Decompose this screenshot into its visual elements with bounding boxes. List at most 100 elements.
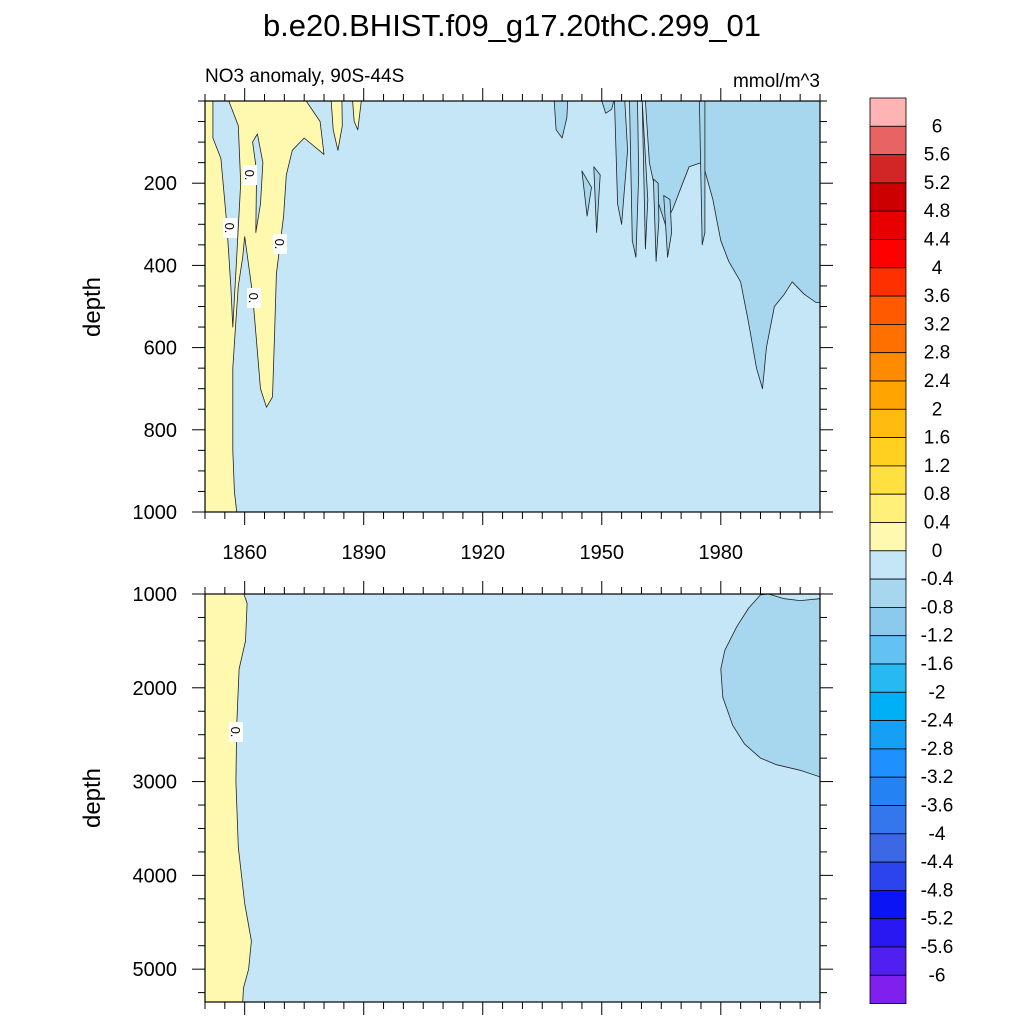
y-tick-label: 800 [144, 420, 177, 442]
y-tick-label: 1000 [133, 502, 178, 524]
colorbar-box [869, 408, 907, 438]
colorbar-box [869, 465, 907, 495]
y-tick-label: 2000 [133, 678, 178, 700]
colorbar-box [869, 125, 907, 156]
colorbar-label: -1.6 [921, 654, 954, 675]
lower-y-axis-label: depth [79, 768, 106, 828]
colorbar-label: -4.4 [921, 852, 954, 873]
colorbar-label: -1.2 [921, 626, 954, 647]
colorbar-label: -2 [929, 682, 946, 703]
svg-text:0.: 0. [242, 170, 257, 181]
colorbar-label: 2.4 [924, 371, 951, 392]
colorbar-label: 0.8 [924, 484, 950, 505]
colorbar-label: 4.4 [924, 230, 951, 251]
contour-label: 0. [272, 234, 287, 254]
svg-text:0.: 0. [228, 727, 243, 738]
y-tick-label: 200 [144, 173, 177, 195]
colorbar-box [869, 380, 907, 410]
colorbar-box [869, 691, 907, 721]
contour-label: 0. [246, 288, 261, 308]
contour-region-14 [653, 178, 660, 262]
colorbar-label: -0.4 [921, 569, 954, 590]
colorbar-box [869, 182, 907, 212]
y-tick-label: 3000 [133, 772, 178, 794]
contour-region-13 [641, 101, 649, 250]
field-background [205, 594, 820, 1002]
y-tick-label: 4000 [133, 865, 178, 887]
main-title: b.e20.BHIST.f09_g17.20thC.299_01 [263, 8, 761, 43]
x-tick-label: 1980 [699, 542, 744, 564]
contour-region-1 [205, 594, 252, 1002]
colorbar-label: -3.2 [921, 767, 954, 788]
contour-region-9 [581, 170, 592, 217]
colorbar-box [869, 946, 907, 976]
upper-panel-units: mmol/m^3 [733, 71, 820, 92]
colorbar-label: -6 [929, 965, 946, 986]
contour-region-15 [663, 195, 672, 258]
colorbar-label: -2.8 [921, 739, 954, 760]
colorbar-box [869, 239, 907, 269]
colorbar-label: 2 [932, 399, 943, 420]
colorbar-box [869, 154, 907, 184]
contour-region-16 [699, 101, 706, 246]
colorbar-box [869, 607, 907, 637]
colorbar-label: -2.4 [921, 711, 954, 732]
contour-region-4 [212, 101, 242, 328]
colorbar-box [869, 748, 907, 778]
contour-region-10 [593, 166, 601, 233]
y-tick-label: 600 [144, 338, 177, 360]
colorbar-box [869, 776, 907, 806]
x-tick-label: 1890 [341, 542, 386, 564]
colorbar-box [869, 833, 907, 863]
contour-label: 0. [242, 165, 257, 185]
colorbar-label: 1.2 [924, 456, 950, 477]
colorbar-label: 0.4 [924, 513, 951, 534]
contour-region-7 [553, 101, 569, 139]
colorbar-label: 6 [932, 116, 943, 137]
contour-region-6 [645, 101, 820, 390]
contour-region-2 [330, 101, 343, 151]
colorbar-box [869, 578, 907, 608]
colorbar-box [869, 550, 907, 580]
x-tick-label: 1950 [580, 542, 625, 564]
colorbar-box [869, 97, 907, 127]
colorbar-box [869, 267, 907, 297]
colorbar-label: 3.6 [924, 286, 950, 307]
svg-text:0.: 0. [246, 293, 261, 304]
svg-text:0.: 0. [222, 223, 237, 234]
x-tick-label: 1920 [460, 542, 505, 564]
contour-region-3 [352, 101, 362, 131]
colorbar-box [869, 295, 907, 325]
plot-area [205, 101, 820, 512]
svg-text:0.: 0. [272, 239, 287, 250]
x-tick-label: 1860 [222, 542, 267, 564]
colorbar-label: 4 [932, 258, 943, 279]
colorbar-label: -5.6 [921, 937, 954, 958]
colorbar-box [869, 663, 907, 693]
y-tick-label: 400 [144, 255, 177, 277]
colorbar-label: 5.6 [924, 145, 950, 166]
y-tick-label: 1000 [133, 584, 178, 606]
lower-panel: depth 0. 1000 2000 3000 4000 5000 [79, 581, 833, 1015]
colorbar-box [869, 805, 907, 835]
colorbar-box [869, 918, 907, 948]
colorbar-label: -4.8 [921, 880, 954, 901]
colorbar-label: 0 [932, 541, 943, 562]
colorbar-box [869, 720, 907, 750]
colorbar-label: 5.2 [924, 173, 950, 194]
contour-region-2 [720, 594, 820, 778]
colorbar-box [869, 352, 907, 382]
colorbar-box [869, 210, 907, 240]
colorbar-label: 4.8 [924, 201, 950, 222]
upper-panel-title: NO3 anomaly, 90S-44S [205, 66, 404, 87]
colorbar-box [869, 522, 907, 552]
colorbar-label: -3.6 [921, 796, 954, 817]
y-tick-label: 5000 [133, 959, 178, 981]
colorbar-box [869, 890, 907, 920]
colorbar-label: -4 [929, 824, 946, 845]
colorbar: 6 5.6 5.2 4.8 4.4 4 3.6 3.2 2.8 2.4 2 1.6 1.2 0.8 0.4 0… [869, 97, 954, 1004]
contour-region-11 [614, 101, 628, 225]
upper-y-axis-label: depth [79, 277, 106, 337]
plot-area [205, 594, 820, 1002]
